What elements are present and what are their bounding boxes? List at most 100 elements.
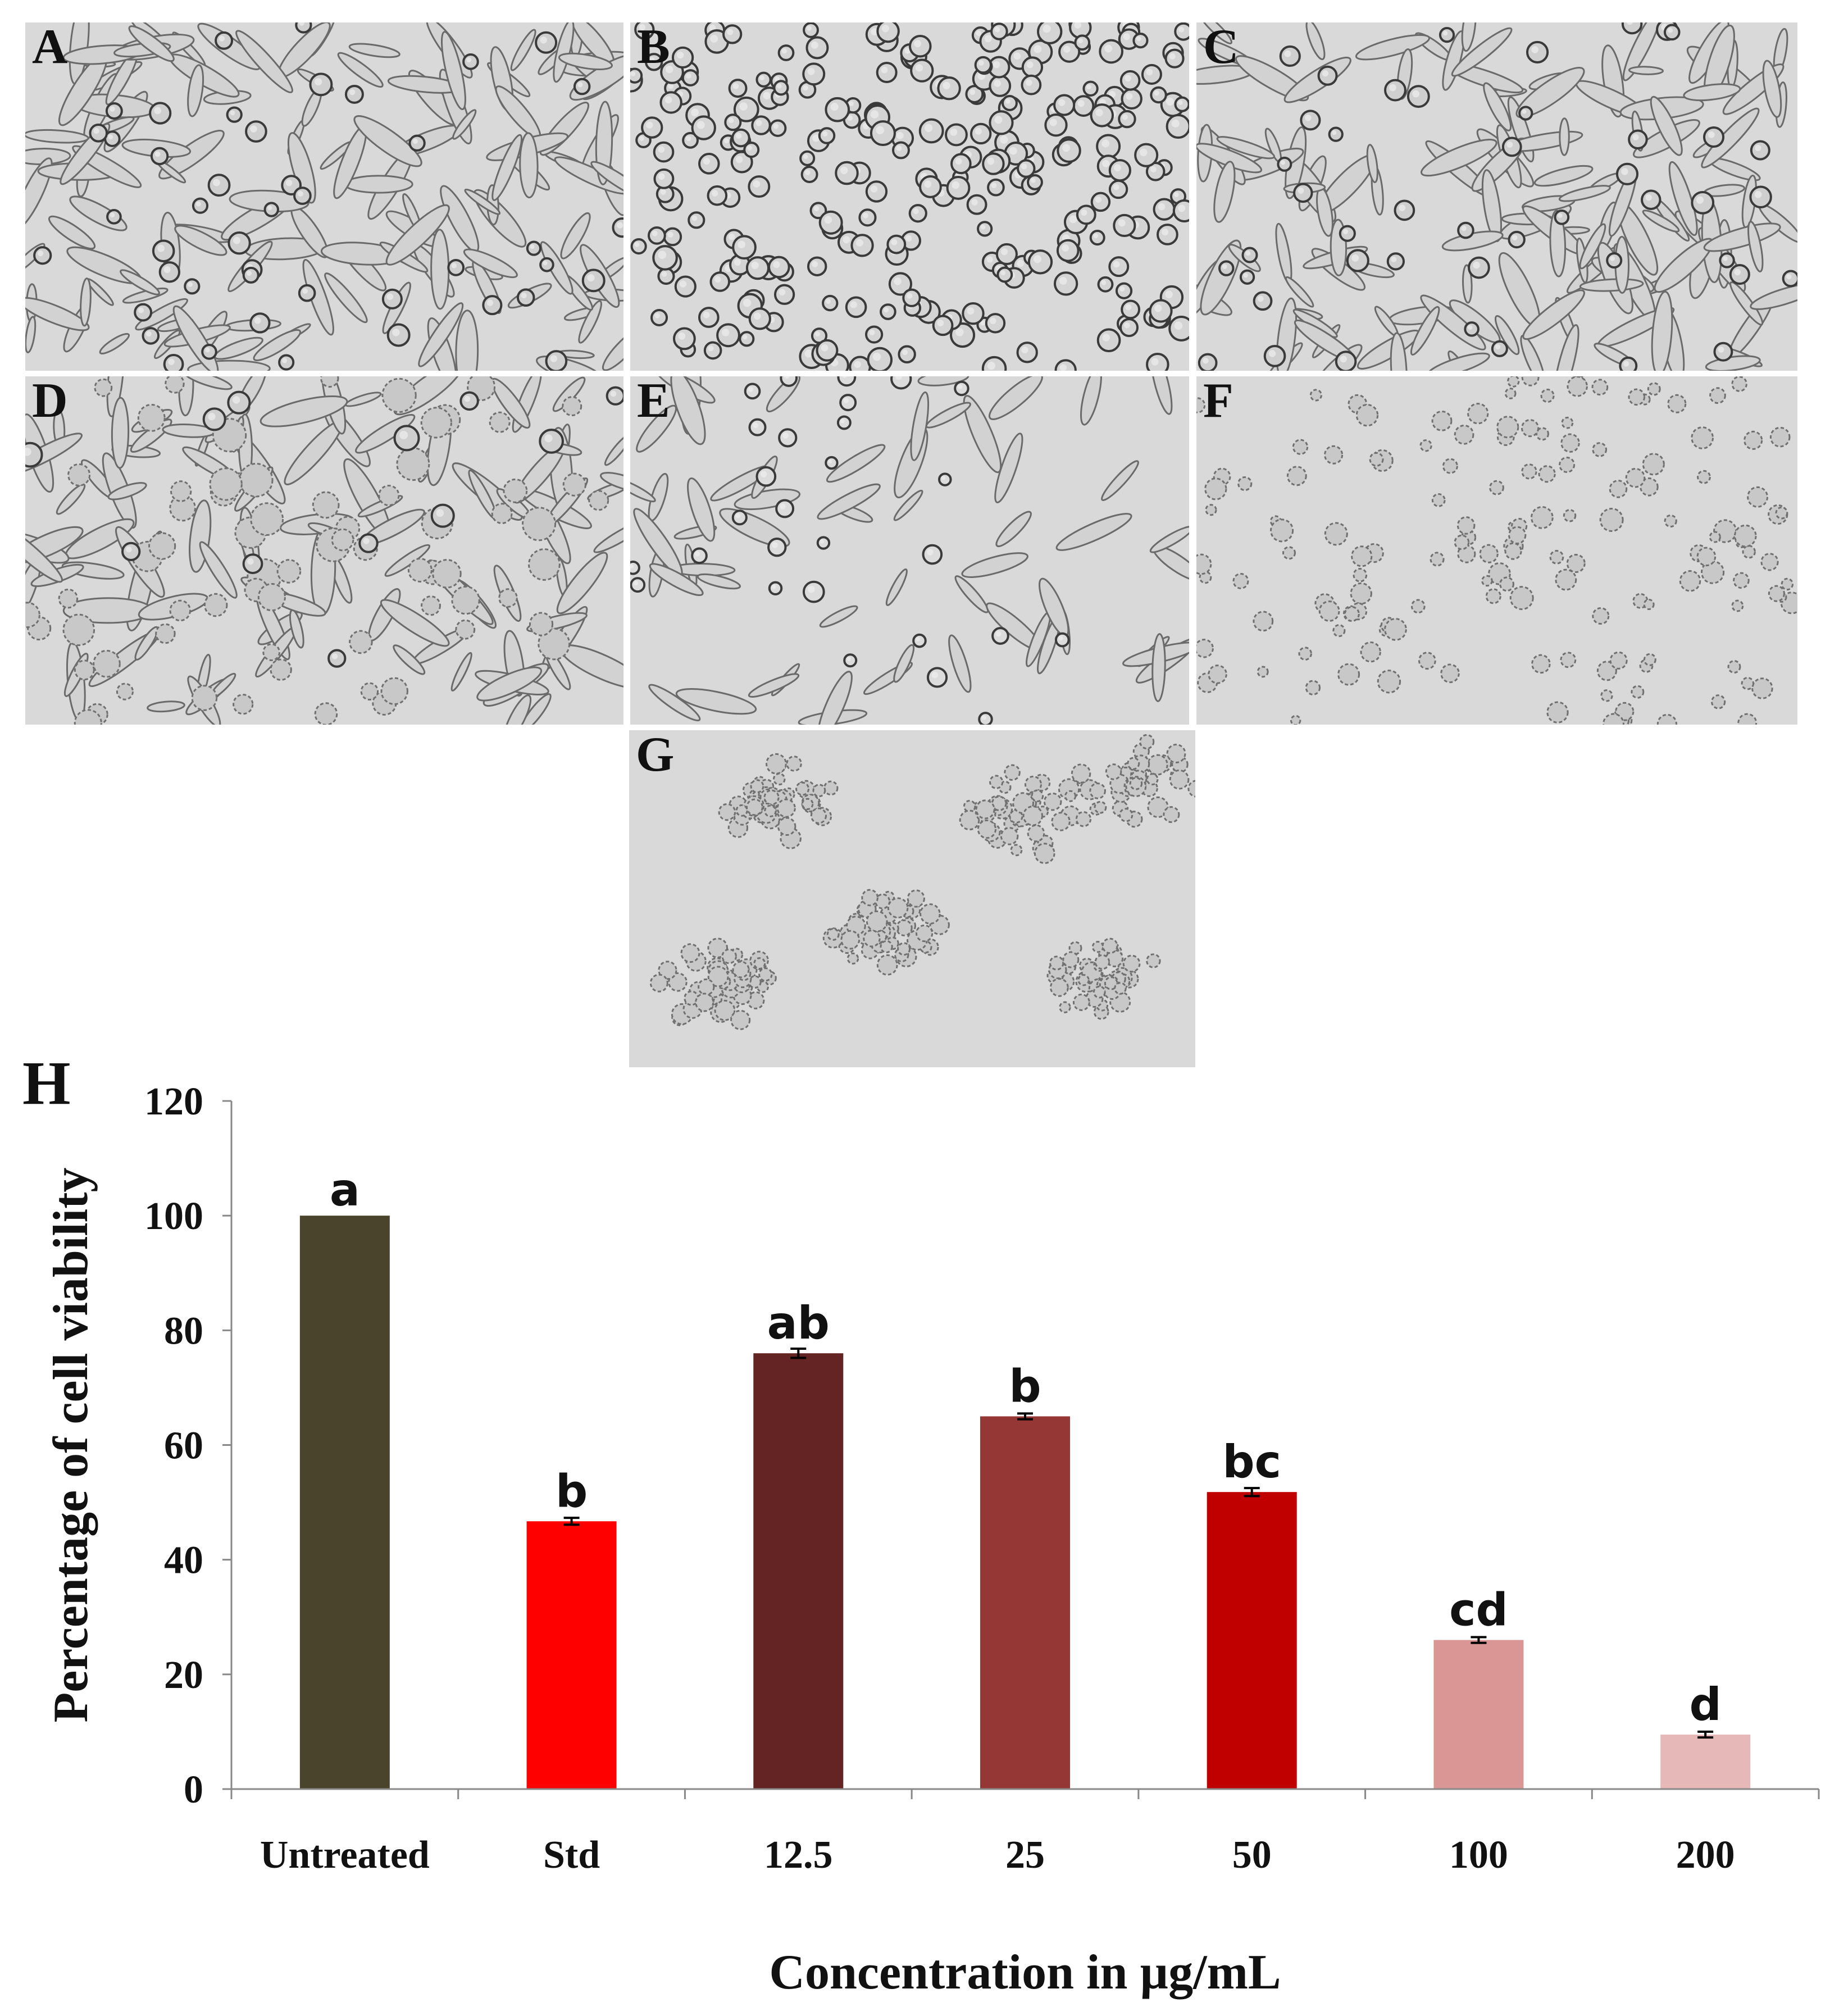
- micrograph-panel-f: F: [1196, 376, 1797, 725]
- cell: [1216, 136, 1275, 160]
- micrograph-panel-c: C: [1196, 22, 1797, 371]
- cell: [977, 221, 993, 237]
- cell-highlight: [1173, 192, 1179, 197]
- cell: [880, 940, 893, 953]
- cell: [1292, 439, 1309, 455]
- bar: [526, 1521, 617, 1789]
- cell: [1643, 598, 1655, 611]
- cell: [731, 509, 748, 526]
- cell-highlight: [1074, 22, 1082, 29]
- cell: [954, 380, 969, 397]
- cell-highlight: [157, 244, 165, 252]
- cell: [67, 463, 91, 486]
- cell-highlight: [993, 61, 1000, 69]
- cell: [1121, 299, 1141, 320]
- cell: [1631, 685, 1645, 699]
- cell: [888, 272, 913, 296]
- cell-highlight: [1146, 69, 1153, 76]
- cell: [491, 377, 531, 429]
- cell-highlight: [412, 138, 418, 144]
- cell: [892, 141, 910, 160]
- cell-highlight: [195, 201, 201, 207]
- cell-highlight: [1342, 229, 1349, 234]
- significance-label: ab: [767, 1297, 830, 1349]
- cell: [93, 649, 121, 678]
- cell-highlight: [884, 307, 889, 313]
- cell: [630, 478, 656, 503]
- micrograph-image: [1196, 22, 1797, 371]
- cell: [1366, 144, 1378, 183]
- cell: [56, 483, 86, 515]
- cell: [1305, 22, 1326, 61]
- cell: [675, 688, 757, 715]
- cell: [519, 693, 552, 725]
- cell: [902, 288, 921, 307]
- cell: [966, 194, 987, 215]
- cell-highlight: [1174, 321, 1183, 330]
- cell: [1253, 611, 1274, 632]
- cell: [128, 25, 175, 62]
- cell-highlight: [1668, 28, 1673, 33]
- cell-highlight: [1166, 97, 1175, 106]
- cell: [716, 323, 740, 348]
- bar: [753, 1353, 844, 1789]
- cell: [1090, 103, 1114, 128]
- cell-highlight: [876, 126, 885, 135]
- cell: [1467, 403, 1489, 425]
- cell-highlight: [466, 57, 472, 63]
- cell: [421, 595, 441, 616]
- cell: [1200, 239, 1242, 316]
- cell: [652, 245, 678, 271]
- cell-highlight: [761, 471, 767, 477]
- x-tick-label: 12.5: [764, 1833, 833, 1877]
- cell-highlight: [721, 329, 730, 336]
- cell-highlight: [695, 551, 700, 557]
- cell-highlight: [686, 136, 691, 142]
- cell: [602, 327, 623, 371]
- cell-highlight: [735, 156, 743, 163]
- cell-highlight: [969, 89, 976, 95]
- cell-highlight: [824, 216, 832, 224]
- cell: [464, 188, 501, 215]
- cell: [961, 552, 1028, 578]
- cell: [1300, 110, 1321, 131]
- cell: [203, 593, 228, 617]
- cell-highlight: [779, 289, 786, 295]
- cell-highlight: [1158, 203, 1166, 211]
- cell: [1508, 230, 1526, 249]
- cell: [1105, 763, 1122, 780]
- cell: [1768, 585, 1785, 602]
- cell: [74, 709, 102, 725]
- cell-highlight: [436, 509, 444, 517]
- cell-highlight: [891, 239, 898, 245]
- cell: [835, 161, 859, 185]
- cell: [1599, 507, 1624, 532]
- cell-highlight: [753, 422, 758, 429]
- cell-highlight: [872, 353, 881, 361]
- cell: [1328, 126, 1344, 142]
- cell: [893, 489, 923, 521]
- cell: [926, 667, 948, 688]
- cell-highlight: [811, 41, 818, 49]
- cell-highlight: [807, 67, 815, 75]
- cell: [840, 930, 861, 950]
- cell: [1031, 789, 1044, 803]
- cell: [1410, 306, 1440, 356]
- cell: [1384, 79, 1406, 102]
- x-tick-label: 50: [1232, 1833, 1272, 1877]
- cell: [731, 128, 750, 148]
- cell: [1121, 88, 1142, 110]
- cell: [641, 116, 663, 139]
- cell: [116, 682, 134, 700]
- cell-highlight: [980, 320, 986, 326]
- cell: [94, 378, 113, 397]
- cell: [777, 817, 796, 836]
- cell: [187, 64, 204, 117]
- cell-highlight: [154, 107, 162, 115]
- cell: [1494, 315, 1520, 356]
- cell-highlight: [1245, 251, 1251, 256]
- cell: [822, 294, 839, 312]
- cell: [910, 391, 930, 461]
- cell: [170, 480, 192, 502]
- cell-highlight: [748, 386, 753, 392]
